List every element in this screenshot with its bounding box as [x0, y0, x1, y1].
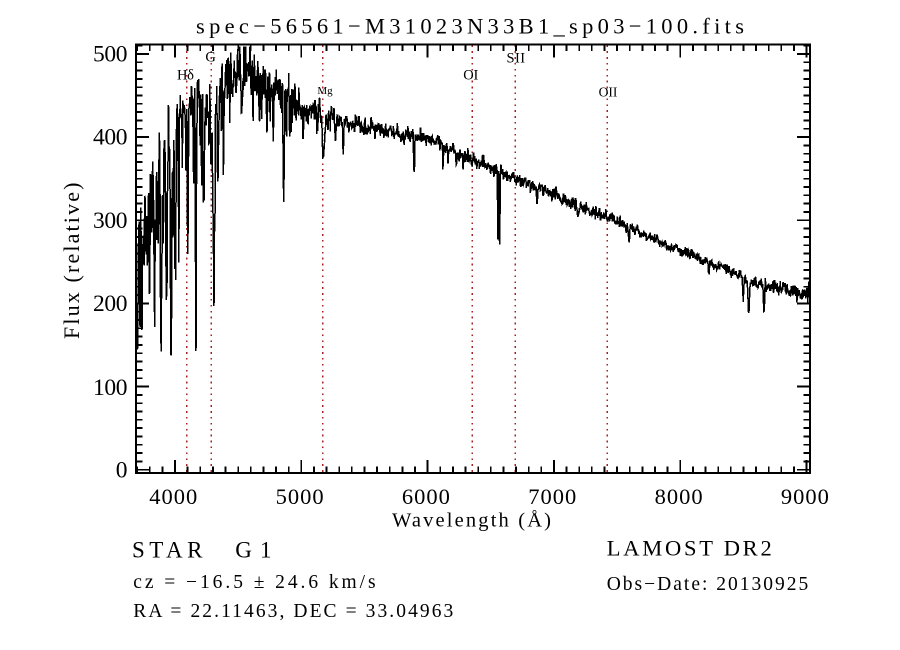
svg-text:Hδ: Hδ [177, 67, 194, 83]
svg-text:Mg: Mg [317, 85, 333, 97]
svg-text:8000: 8000 [655, 484, 703, 509]
svg-text:Flux (relative): Flux (relative) [59, 183, 84, 340]
svg-text:6000: 6000 [402, 484, 450, 509]
svg-text:300: 300 [93, 208, 128, 234]
svg-text:OII: OII [599, 84, 618, 99]
svg-text:400: 400 [93, 125, 128, 151]
svg-text:4000: 4000 [149, 484, 197, 509]
svg-text:STAR: STAR [132, 538, 203, 563]
svg-text:9000: 9000 [781, 484, 829, 509]
svg-text:RA = 22.11463, DEC = 33.0496: RA = 22.11463, DEC = 33.04963 [133, 601, 453, 622]
svg-text:200: 200 [93, 291, 128, 317]
svg-text:Wavelength (Å): Wavelength (Å) [392, 510, 551, 532]
svg-text:OI: OI [463, 68, 478, 84]
svg-text:LAMOST DR2: LAMOST DR2 [607, 536, 772, 561]
svg-text:100: 100 [93, 375, 128, 401]
svg-text:500: 500 [93, 42, 128, 68]
svg-text:G: G [205, 49, 216, 65]
svg-text:SII: SII [506, 51, 525, 67]
svg-text:5000: 5000 [276, 484, 324, 509]
svg-text:7000: 7000 [528, 484, 576, 509]
svg-text:0: 0 [116, 457, 128, 483]
svg-text:spec−56561−M31023N33B1_sp03−10: spec−56561−M31023N33B1_sp03−100.fits [196, 14, 744, 39]
svg-text:cz = −16.5 ± 24.6 km/s: cz = −16.5 ± 24.6 km/s [133, 572, 375, 593]
